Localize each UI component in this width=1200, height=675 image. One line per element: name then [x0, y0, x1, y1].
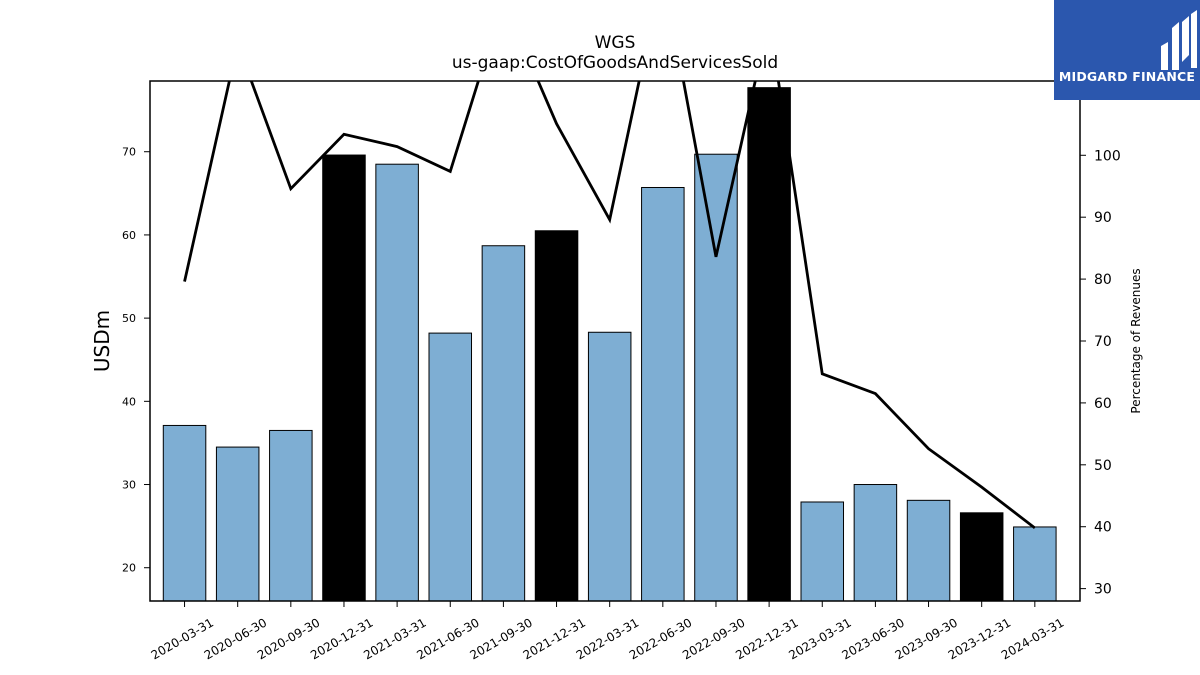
bar-2023-09-30: [906, 499, 951, 602]
bars-group: [162, 87, 1057, 602]
bar-2023-12-31: [959, 512, 1004, 602]
y-tick-label: 40: [122, 395, 136, 408]
y2-tick-label: 100: [1094, 148, 1121, 164]
x-axis: 2020-03-312020-06-302020-09-302020-12-31…: [149, 601, 1066, 662]
y2-tick-label: 70: [1094, 334, 1112, 350]
y2-tick-label: 80: [1094, 272, 1112, 288]
y-tick-label: 60: [122, 229, 136, 242]
bar-2021-03-31: [375, 163, 419, 602]
bar-2022-12-31: [747, 87, 791, 602]
line-group: [183, 81, 1036, 530]
bar-2023-03-31: [800, 501, 845, 602]
bar-2020-06-30: [215, 446, 260, 602]
bar-2023-06-30: [853, 484, 898, 602]
y-axis-label: USDm: [90, 310, 114, 372]
bar-2020-03-31: [162, 424, 207, 602]
y-tick-label: 50: [122, 312, 136, 325]
y2-tick-label: 40: [1094, 520, 1112, 536]
y2-tick-label: 60: [1094, 396, 1112, 412]
bar-2021-09-30: [481, 245, 526, 602]
y2-tick-label: 50: [1094, 458, 1112, 474]
bar-2020-09-30: [269, 429, 313, 602]
left-axis: 20 30 40 50 60 70: [122, 146, 150, 575]
bar-2022-09-30: [694, 153, 738, 602]
right-axis: 30 40 50 60 70 80 90 100: [1080, 148, 1121, 598]
y2-tick-label: 90: [1094, 210, 1112, 226]
bar-2022-03-31: [587, 331, 632, 602]
y-tick-label: 70: [122, 146, 136, 159]
brand-logo: MIDGARD FINANCE: [1054, 0, 1200, 100]
bar-2022-06-30: [641, 186, 685, 602]
chart-subtitle: us-gaap:CostOfGoodsAndServicesSold: [451, 53, 779, 73]
y2-tick-label: 30: [1094, 582, 1112, 598]
y-tick-label: 20: [122, 562, 136, 575]
logo-mark-icon: [1161, 10, 1200, 70]
y2-axis-label: Percentage of Revenues: [1129, 268, 1143, 413]
chart-title: WGS: [594, 33, 636, 53]
bar-2021-06-30: [428, 332, 473, 602]
bar-2020-12-31: [322, 154, 366, 602]
y-tick-label: 30: [122, 479, 136, 492]
percentage-line: [183, 81, 1036, 530]
bar-2024-03-31: [1013, 526, 1057, 602]
logo-text: MIDGARD FINANCE: [1058, 69, 1196, 84]
bar-2021-12-31: [534, 230, 579, 602]
